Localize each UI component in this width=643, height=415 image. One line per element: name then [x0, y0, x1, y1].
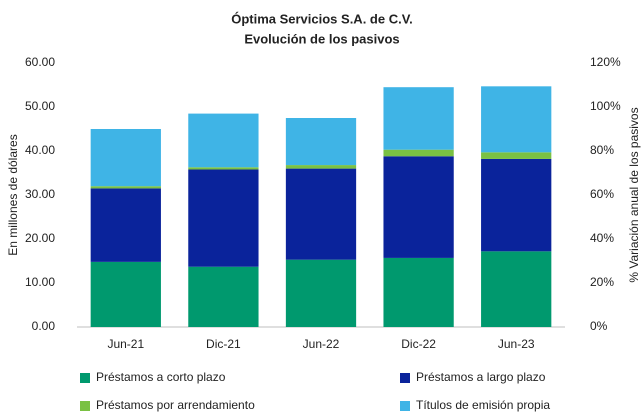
y-tick-label: 20.00: [25, 231, 55, 245]
bar-segment: [383, 87, 454, 150]
y2-axis-title: % Variación anual de los pasivos: [627, 107, 641, 282]
bar-segment: [285, 165, 357, 169]
y2-tick-label: 0%: [590, 319, 608, 333]
bar-segment: [90, 261, 161, 327]
y2-tick-label: 120%: [590, 55, 621, 69]
legend-label: Préstamos por arrendamiento: [96, 398, 255, 412]
y2-tick-label: 60%: [590, 187, 614, 201]
legend-swatch: [400, 373, 410, 383]
bar-segment: [90, 188, 161, 262]
bar-segment: [383, 257, 454, 327]
y-axis-title: En millones de dólares: [6, 134, 20, 255]
bar-segment: [285, 168, 357, 260]
legend-swatch: [400, 401, 410, 411]
bar-segment: [188, 167, 259, 170]
x-tick-label: Dic-21: [206, 337, 241, 351]
x-tick-label: Jun-22: [303, 337, 340, 351]
x-tick-label: Jun-21: [107, 337, 144, 351]
chart-subtitle: Evolución de los pasivos: [244, 31, 399, 46]
y-tick-label: 10.00: [25, 275, 55, 289]
x-tick-label: Jun-23: [498, 337, 535, 351]
bar-segment: [285, 259, 357, 327]
y2-tick-label: 40%: [590, 231, 614, 245]
x-tick-label: Dic-22: [401, 337, 436, 351]
bar-segment: [481, 251, 552, 327]
y-tick-label: 30.00: [25, 187, 55, 201]
bar-segment: [188, 169, 259, 267]
legend-label: Préstamos a largo plazo: [416, 370, 546, 384]
y-tick-label: 40.00: [25, 143, 55, 157]
bar-segment: [481, 152, 552, 159]
y-tick-label: 60.00: [25, 55, 55, 69]
bar-segment: [188, 266, 259, 327]
bar-segment: [90, 186, 161, 189]
legend-swatch: [80, 401, 90, 411]
y2-tick-label: 20%: [590, 275, 614, 289]
y-tick-label: 0.00: [32, 319, 56, 333]
bar-segment: [383, 149, 454, 157]
legend-label: Títulos de emisión propia: [416, 398, 550, 412]
y2-tick-label: 100%: [590, 99, 621, 113]
chart-title: Óptima Servicios S.A. de C.V.: [231, 11, 413, 26]
bar-segment: [285, 118, 357, 166]
y2-tick-label: 80%: [590, 143, 614, 157]
bar-segment: [383, 156, 454, 258]
legend-swatch: [80, 373, 90, 383]
bar-segment: [188, 113, 259, 168]
bar-segment: [481, 158, 552, 252]
legend-label: Préstamos a corto plazo: [96, 370, 226, 384]
y-tick-label: 50.00: [25, 99, 55, 113]
bar-segment: [481, 86, 552, 153]
bar-segment: [90, 129, 161, 187]
